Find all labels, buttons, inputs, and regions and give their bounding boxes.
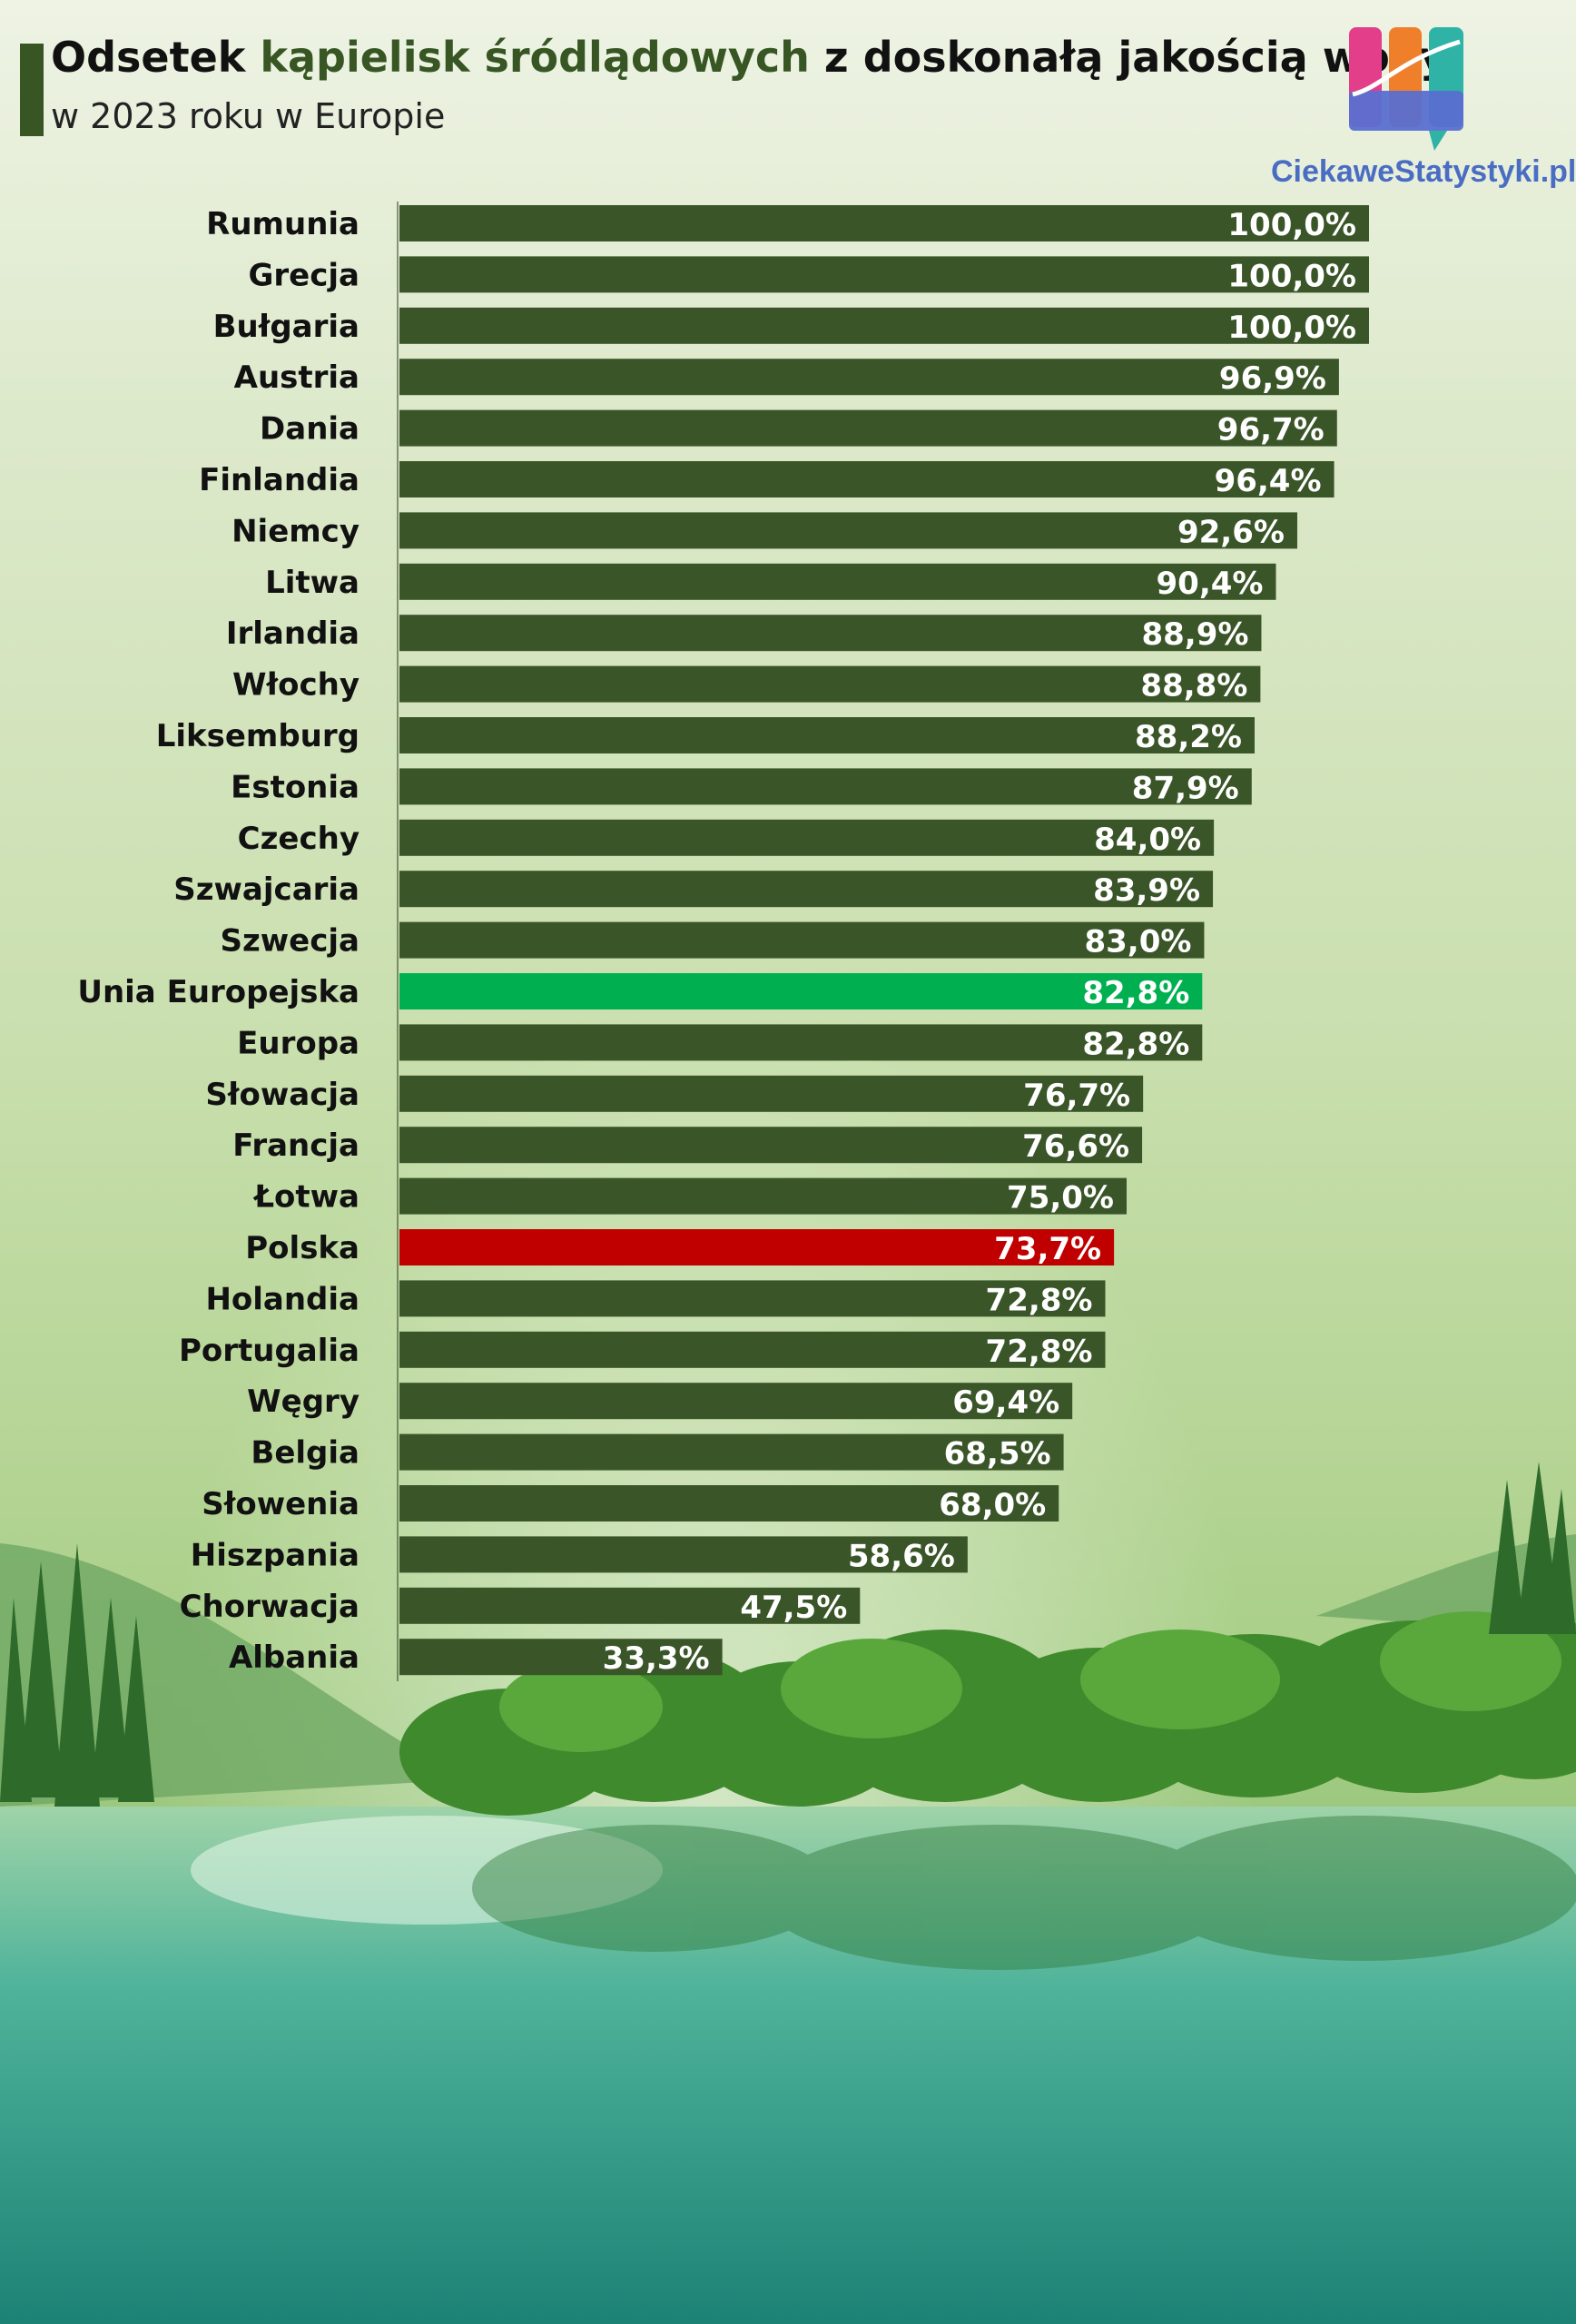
title-suffix: z doskonałą jakością wody: [809, 33, 1447, 82]
value-label-lotwa: 75,0%: [1007, 1180, 1114, 1216]
value-label-austria: 96,9%: [1219, 360, 1326, 397]
title-accent-bar: [20, 44, 44, 136]
category-label-wlochy: Włochy: [232, 667, 360, 704]
bar-szwajcaria: [399, 871, 1214, 908]
bar-slowacja: [399, 1075, 1144, 1112]
value-label-hiszpania: 58,6%: [848, 1538, 955, 1574]
bar-bulgaria: [399, 307, 1369, 344]
category-label-hiszpania: Hiszpania: [191, 1537, 360, 1573]
bar-dania: [399, 409, 1337, 447]
value-label-unia-europejska: 82,8%: [1082, 975, 1189, 1011]
bar-niemcy: [399, 512, 1297, 549]
value-label-litwa: 90,4%: [1157, 566, 1264, 602]
bar-lotwa: [399, 1177, 1127, 1215]
bar-francja: [399, 1127, 1143, 1164]
brand-logo-icon: [1349, 27, 1463, 151]
bar-irlandia: [399, 615, 1262, 652]
category-label-estonia: Estonia: [231, 769, 360, 805]
value-label-polska: 73,7%: [994, 1231, 1101, 1267]
category-label-czechy: Czechy: [238, 821, 360, 857]
value-label-portugalia: 72,8%: [986, 1334, 1093, 1370]
bar-hiszpania: [399, 1536, 968, 1573]
value-label-irlandia: 88,9%: [1141, 616, 1248, 653]
bar-litwa: [399, 563, 1276, 600]
bar-liksemburg: [399, 717, 1255, 753]
category-label-grecja: Grecja: [249, 257, 360, 293]
category-label-albania: Albania: [229, 1640, 360, 1676]
bar-szwecja: [399, 921, 1205, 959]
value-label-holandia: 72,8%: [986, 1282, 1093, 1318]
value-label-francja: 76,6%: [1022, 1128, 1129, 1165]
value-label-czechy: 84,0%: [1094, 822, 1201, 858]
value-label-wegry: 69,4%: [952, 1384, 1059, 1421]
category-label-dania: Dania: [260, 411, 360, 448]
value-label-albania: 33,3%: [603, 1640, 710, 1677]
category-label-szwajcaria: Szwajcaria: [173, 872, 360, 908]
category-label-slowacja: Słowacja: [205, 1077, 360, 1113]
value-label-niemcy: 92,6%: [1177, 514, 1285, 550]
category-label-austria: Austria: [234, 359, 360, 396]
category-label-lotwa: Łotwa: [252, 1179, 360, 1216]
value-label-chorwacja: 47,5%: [740, 1590, 847, 1626]
bar-europa: [399, 1024, 1203, 1061]
value-label-dania: 96,7%: [1217, 412, 1325, 448]
bar-czechy: [399, 819, 1215, 856]
category-label-polska: Polska: [245, 1230, 360, 1266]
value-label-europa: 82,8%: [1082, 1026, 1189, 1062]
bar-wegry: [399, 1383, 1073, 1420]
title-highlight: kąpielisk śródlądowych: [260, 33, 810, 82]
value-label-wlochy: 88,8%: [1140, 668, 1247, 704]
value-label-szwecja: 83,0%: [1084, 924, 1191, 960]
bar-austria: [399, 359, 1339, 396]
bar-wlochy: [399, 665, 1261, 703]
category-label-litwa: Litwa: [265, 565, 360, 601]
category-label-wegry: Węgry: [247, 1384, 360, 1420]
bar-polska: [399, 1229, 1115, 1265]
value-label-liksemburg: 88,2%: [1135, 719, 1242, 755]
category-label-europa: Europa: [237, 1025, 360, 1061]
category-label-chorwacja: Chorwacja: [180, 1589, 360, 1625]
bar-chorwacja: [399, 1587, 861, 1624]
value-label-finlandia: 96,4%: [1215, 463, 1322, 499]
category-label-liksemburg: Liksemburg: [156, 718, 360, 754]
category-label-bulgaria: Bułgaria: [213, 309, 360, 345]
title-prefix: Odsetek: [51, 33, 261, 82]
value-label-rumunia: 100,0%: [1227, 207, 1356, 243]
value-label-grecja: 100,0%: [1227, 258, 1356, 294]
bar-grecja: [399, 256, 1369, 293]
bar-rumunia: [399, 205, 1369, 241]
category-label-rumunia: Rumunia: [206, 206, 360, 242]
chart-title: Odsetek kąpielisk śródlądowych z doskona…: [51, 33, 1447, 82]
bar-belgia: [399, 1433, 1064, 1471]
value-label-slowenia: 68,0%: [939, 1487, 1046, 1523]
category-label-portugalia: Portugalia: [179, 1333, 360, 1369]
category-label-finlandia: Finlandia: [199, 462, 360, 498]
category-label-irlandia: Irlandia: [226, 615, 360, 652]
value-label-szwajcaria: 83,9%: [1093, 872, 1200, 909]
category-label-niemcy: Niemcy: [231, 513, 360, 549]
bar-finlandia: [399, 461, 1335, 497]
category-label-holandia: Holandia: [205, 1281, 360, 1317]
value-label-estonia: 87,9%: [1132, 770, 1239, 806]
chart-subtitle: w 2023 roku w Europie: [51, 96, 446, 136]
bar-slowenia: [399, 1485, 1059, 1521]
brand-name: CiekaweStatystyki.pl: [1271, 154, 1576, 189]
bar-holandia: [399, 1280, 1106, 1317]
category-label-unia-europejska: Unia Europejska: [77, 974, 360, 1010]
category-label-francja: Francja: [232, 1128, 360, 1164]
value-label-belgia: 68,5%: [944, 1436, 1051, 1472]
category-label-szwecja: Szwecja: [221, 923, 360, 960]
category-label-belgia: Belgia: [251, 1435, 360, 1472]
category-label-slowenia: Słowenia: [202, 1486, 360, 1522]
bar-estonia: [399, 768, 1252, 805]
bar-albania: [399, 1639, 723, 1676]
bar-unia-europejska: [399, 973, 1203, 1009]
bar-portugalia: [399, 1331, 1106, 1368]
value-label-slowacja: 76,7%: [1023, 1078, 1130, 1114]
value-label-bulgaria: 100,0%: [1227, 310, 1356, 346]
